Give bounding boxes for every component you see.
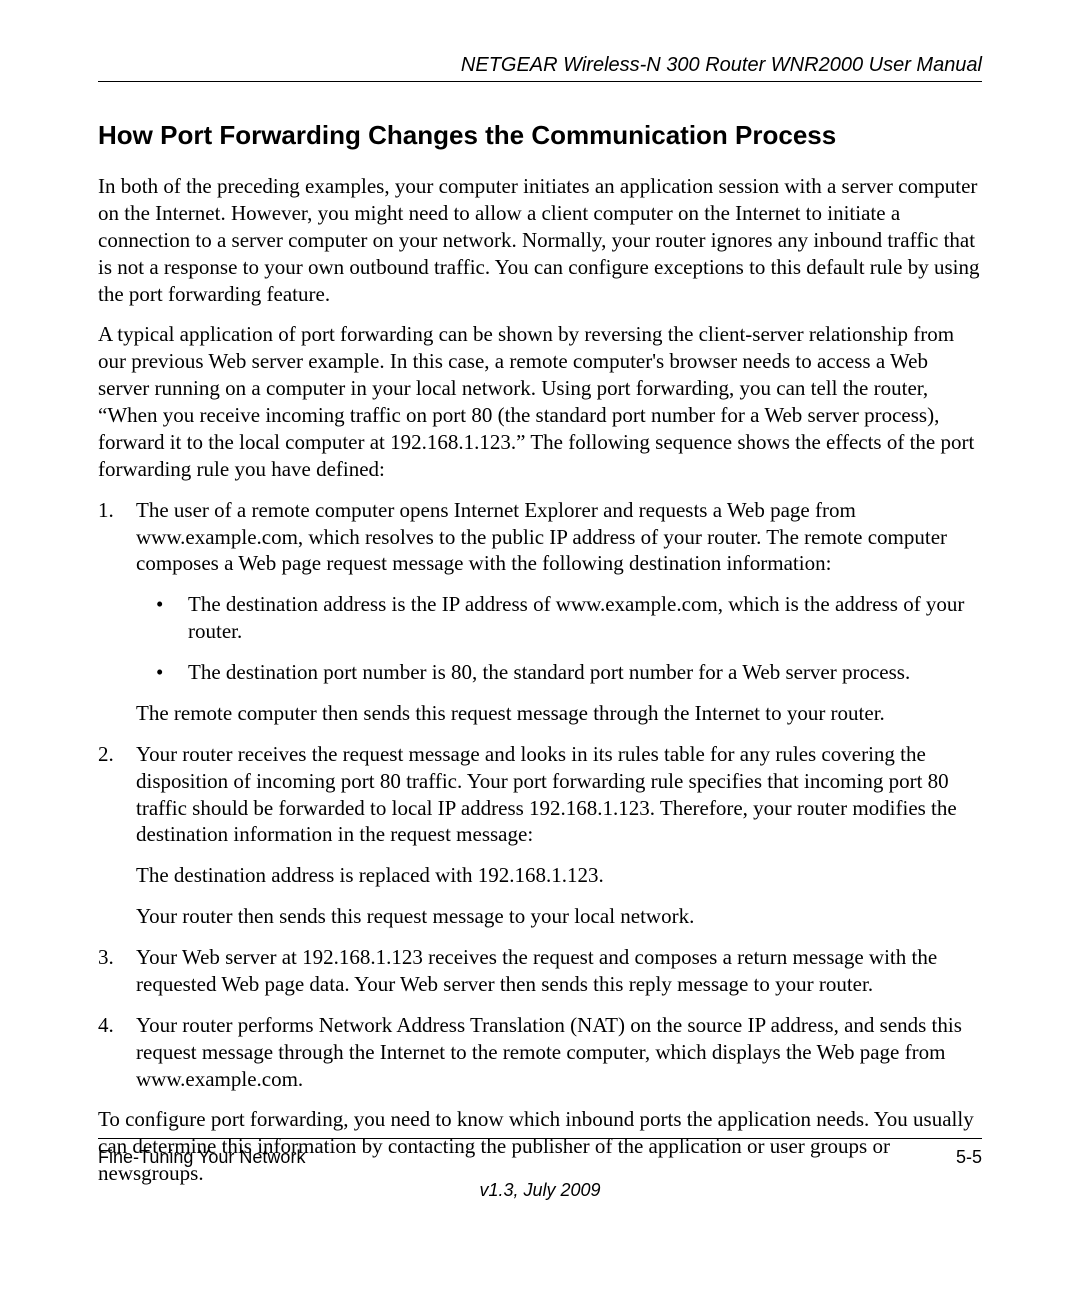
numbered-list: The user of a remote computer opens Inte… — [98, 497, 982, 1093]
intro-paragraph-2: A typical application of port forwarding… — [98, 321, 982, 482]
page-footer: Fine-Tuning Your Network 5-5 v1.3, July … — [98, 1138, 982, 1201]
sub-bullet-list: The destination address is the IP addres… — [136, 591, 982, 686]
sub-bullet-1: The destination address is the IP addres… — [136, 591, 982, 645]
list-item-2-follow1: The destination address is replaced with… — [136, 862, 982, 889]
list-item-4: Your router performs Network Address Tra… — [98, 1012, 982, 1093]
list-item-2: Your router receives the request message… — [98, 741, 982, 930]
footer-chapter: Fine-Tuning Your Network — [98, 1147, 305, 1168]
list-item-1-follow: The remote computer then sends this requ… — [136, 700, 982, 727]
section-heading: How Port Forwarding Changes the Communic… — [98, 120, 982, 151]
sub-bullet-2: The destination port number is 80, the s… — [136, 659, 982, 686]
footer-row: Fine-Tuning Your Network 5-5 — [98, 1147, 982, 1168]
intro-paragraph-1: In both of the preceding examples, your … — [98, 173, 982, 307]
list-item-2-follow2: Your router then sends this request mess… — [136, 903, 982, 930]
list-item-1: The user of a remote computer opens Inte… — [98, 497, 982, 727]
list-item-2-text: Your router receives the request message… — [136, 742, 957, 847]
footer-page-number: 5-5 — [956, 1147, 982, 1168]
footer-divider — [98, 1138, 982, 1139]
footer-version: v1.3, July 2009 — [98, 1180, 982, 1201]
list-item-1-text: The user of a remote computer opens Inte… — [136, 498, 947, 576]
header-divider — [98, 81, 982, 82]
manual-header: NETGEAR Wireless-N 300 Router WNR2000 Us… — [98, 54, 982, 77]
list-item-3: Your Web server at 192.168.1.123 receive… — [98, 944, 982, 998]
